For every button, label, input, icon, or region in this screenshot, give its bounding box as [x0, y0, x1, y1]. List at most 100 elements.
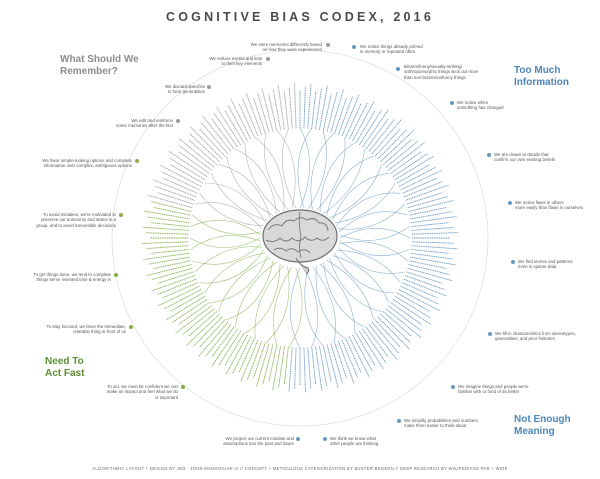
category-dot	[207, 85, 211, 89]
bias-label-tick	[232, 336, 252, 374]
branch-line	[192, 243, 262, 265]
branch-line	[308, 130, 327, 209]
bias-label-tick	[162, 282, 198, 299]
bias-label-tick	[283, 347, 289, 385]
category-dot	[451, 385, 455, 389]
bias-label-tick	[380, 130, 414, 163]
bias-label-tick	[189, 126, 223, 160]
branch-line	[337, 203, 405, 230]
bias-label-tick	[288, 347, 293, 393]
bias-label-tick	[400, 169, 443, 191]
category-dot	[450, 101, 454, 105]
statement-line: To get things done, we tend to complete	[33, 272, 111, 277]
bias-label-tick	[322, 94, 332, 131]
bias-label-tick	[188, 132, 220, 163]
category-statement: We favor simple-looking options and comp…	[12, 158, 132, 169]
bias-label-tick	[402, 177, 438, 194]
bias-label-tick	[172, 299, 208, 323]
heading-line: Act Fast	[45, 368, 85, 379]
bias-label-tick	[330, 89, 344, 133]
bias-label-tick	[153, 260, 191, 270]
statement-line: to form generalities	[167, 89, 205, 95]
statement-line: assumptions into the past and future	[223, 441, 294, 447]
bias-label-tick	[355, 332, 376, 366]
bias-label-tick	[345, 338, 362, 373]
bias-label-tick	[199, 319, 226, 348]
category-dot	[266, 57, 270, 61]
category-dot	[176, 119, 180, 123]
category-dot	[487, 153, 491, 157]
statement-line: preserve our autonomy and status in a	[41, 217, 116, 223]
bias-label-tick	[371, 119, 402, 155]
bias-label-tick	[330, 343, 343, 384]
heading-line: Need To	[45, 356, 84, 367]
branch-line	[281, 128, 297, 209]
bias-label-tick	[407, 267, 453, 282]
bias-label-tick	[150, 201, 192, 212]
bias-label-tick	[188, 311, 218, 337]
category-dot	[352, 45, 356, 49]
bias-label-tick	[392, 299, 432, 325]
bias-label-tick	[398, 166, 437, 187]
branch-line	[195, 246, 263, 273]
bias-label-tick	[390, 302, 422, 325]
branch-line	[255, 137, 285, 211]
branch-line	[235, 148, 277, 214]
bias-label-tick	[211, 326, 235, 358]
branch-line	[339, 226, 410, 241]
bias-label-tick	[405, 275, 445, 291]
bias-label-tick	[374, 128, 401, 157]
statement-line: something has changed	[457, 105, 504, 111]
branch-line	[312, 266, 336, 343]
branch-line	[204, 252, 266, 294]
statement-line: We edit and reinforce	[131, 118, 173, 123]
bias-label-tick	[311, 347, 317, 385]
branch-line	[254, 265, 284, 339]
category-dot	[488, 332, 492, 336]
statement-line: relatable thing in front of us	[73, 329, 126, 335]
bias-label-tick	[146, 232, 189, 235]
bias-label-tick	[352, 334, 373, 372]
bias-label-tick	[192, 316, 223, 347]
brain-icon	[262, 209, 338, 275]
bias-label-tick	[169, 164, 204, 184]
bias-label-tick	[155, 185, 195, 201]
bias-label-tick	[227, 104, 248, 142]
bias-label-tick	[319, 346, 328, 387]
bias-label-tick	[157, 271, 194, 284]
category-dot	[326, 43, 330, 47]
bias-label-tick	[288, 87, 293, 129]
category-statement: We notice flaws in others more easily th…	[515, 200, 597, 211]
branch-line	[339, 241, 408, 262]
bias-label-tick	[162, 177, 198, 194]
credits-footer: ALGORITHMIC LAYOUT + DESIGN BY JM3 · JOH…	[92, 466, 508, 471]
outer-ring	[111, 49, 489, 427]
category-statement: We find stories and patterns even in spa…	[518, 259, 598, 270]
bias-label-tick	[411, 222, 450, 227]
bias-label-tick	[144, 210, 190, 220]
branch-line	[332, 173, 390, 221]
statement-line: We notice things already primed	[360, 44, 423, 49]
category-statement: Bizarre/funny/visually-striking/ anthrop…	[404, 64, 510, 80]
category-dot	[397, 419, 401, 423]
bias-label-tick	[178, 144, 213, 171]
branch-line	[235, 262, 277, 328]
statement-line: is important	[155, 394, 178, 400]
bias-label-tick	[161, 171, 200, 191]
branch-line	[323, 148, 365, 214]
bias-label-tick	[403, 278, 447, 297]
bias-label-tick	[307, 347, 312, 389]
bias-label-tick	[160, 164, 202, 187]
quadrant-heading-act-fast: Need To Act Fast	[45, 356, 115, 380]
bias-label-tick	[406, 271, 443, 284]
bias-label-tick	[402, 282, 438, 299]
bias-label-tick	[337, 340, 355, 384]
statement-line: We simplify probabilities and numbers	[404, 418, 478, 423]
branch-line	[218, 257, 271, 312]
branch-line	[264, 133, 288, 210]
bias-label-tick	[294, 347, 297, 389]
bias-label-tick	[400, 285, 439, 305]
bias-label-tick	[277, 84, 285, 130]
bias-label-tick	[202, 115, 232, 152]
bias-label-tick	[245, 92, 263, 136]
